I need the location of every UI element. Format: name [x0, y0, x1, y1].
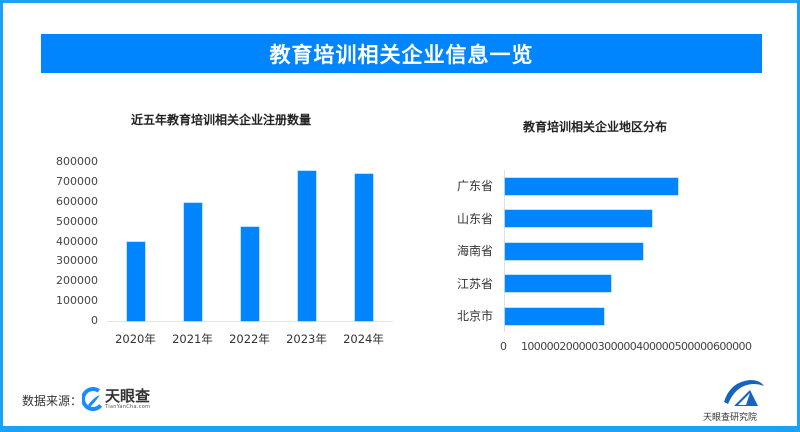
- right-chart-category-label: 江苏省: [456, 276, 493, 291]
- left-chart-y-tick: 500000: [56, 214, 98, 228]
- right-chart-bar: [505, 242, 643, 260]
- left-chart-y-tick: 100000: [56, 294, 98, 308]
- left-chart-x-tick: 2024年: [343, 332, 384, 346]
- left-chart-y-tick: 700000: [56, 174, 98, 188]
- tianyancha-brand: 天眼查: [105, 387, 151, 405]
- right-chart-bar: [505, 210, 653, 227]
- left-chart-y-tick: 0: [91, 314, 98, 327]
- right-chart-category-label: 山东省: [456, 211, 493, 226]
- left-chart-bar: [297, 171, 316, 321]
- tianyancha-logo-icon: [82, 387, 104, 411]
- right-chart-category-label: 广东省: [456, 179, 493, 193]
- left-chart-bar: [240, 227, 259, 321]
- right-chart-bar: [505, 177, 678, 195]
- left-chart-y-tick: 600000: [56, 194, 98, 208]
- left-chart-x-tick: 2020年: [115, 332, 156, 346]
- tianyancha-brand-sub: TianYanCha.com: [105, 404, 151, 410]
- left-chart-x-tick: 2022年: [229, 332, 270, 346]
- right-chart-x-ticks: 100000200000300000400000500000600000: [521, 340, 752, 353]
- data-source-label: 数据来源：: [22, 394, 83, 408]
- right-chart-title: 教育培训相关企业地区分布: [523, 120, 668, 134]
- page-title-banner: 教育培训相关企业信息一览: [41, 34, 762, 73]
- right-chart-category-label: 北京市: [456, 309, 493, 323]
- right-chart-bar: [505, 307, 605, 325]
- left-chart-y-tick: 200000: [56, 274, 98, 288]
- left-chart-bar: [183, 202, 202, 321]
- left-chart-y-tick: 300000: [56, 254, 98, 268]
- right-chart-y-axis-line: [504, 170, 505, 332]
- right-chart-category-label: 海南省: [456, 244, 493, 258]
- right-chart-x-tick-zero: 0: [500, 340, 507, 353]
- institute-logo-icon: [724, 380, 764, 406]
- left-chart-bar: [126, 241, 145, 321]
- left-chart-title: 近五年教育培训相关企业注册数量: [131, 113, 312, 127]
- left-chart-x-tick: 2021年: [172, 332, 213, 346]
- left-chart-y-tick: 400000: [56, 234, 98, 248]
- left-chart-x-tick: 2023年: [286, 332, 327, 346]
- right-chart-bar: [505, 275, 611, 292]
- left-chart-bar: [354, 174, 373, 321]
- left-chart-y-tick: 800000: [56, 155, 98, 168]
- institute-name: 天眼查研究院: [703, 413, 758, 423]
- page-title: 教育培训相关企业信息一览: [269, 42, 534, 67]
- left-chart-x-axis-line: [107, 321, 393, 322]
